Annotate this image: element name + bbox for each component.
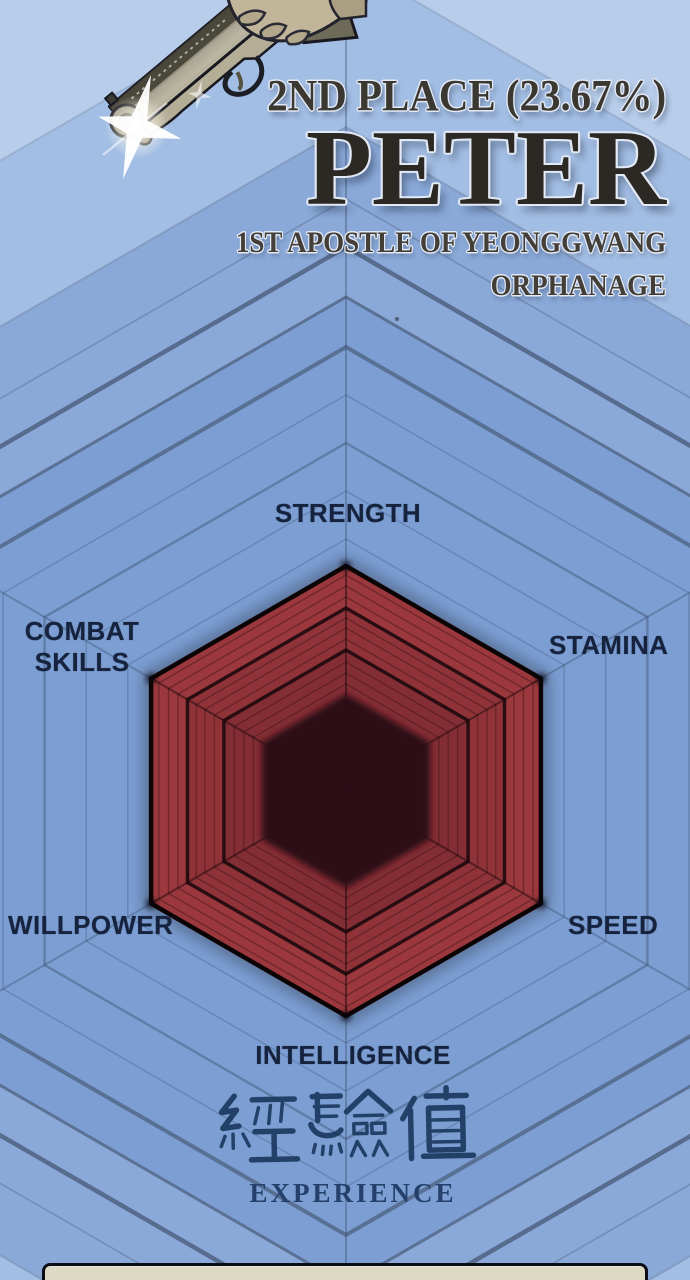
rank-line: 2ND PLACE (23.67%) [267,71,666,120]
axis-label-stamina: STAMINA [549,630,669,660]
axis-label-intelligence: INTELLIGENCE [255,1040,451,1070]
experience-cjk-calligraphy [218,1085,477,1163]
footer-panel [42,1263,648,1280]
experience-cjk-text: 經驗值 [0,0,1,1]
axis-label-willpower: WILLPOWER [8,910,174,940]
axis-label-speed: SPEED [568,910,659,940]
gripping-hand [226,0,368,46]
subtitle-line-1: 1ST APOSTLE OF YEONGGWANG [235,226,666,260]
experience-caption: EXPERIENCE [249,1178,457,1208]
subtitle-line-2: ORPHANAGE [490,269,667,303]
character-name: PETER [305,109,666,228]
radar-stat-polygon [141,554,551,1028]
title-block: 2ND PLACE (23.67%) PETER 1ST APOSTLE OF … [188,70,666,304]
axis-label-combat-skills: COMBAT SKILLS [24,616,140,677]
speck-artifact [395,317,399,321]
axis-label-strength: STRENGTH [274,498,422,528]
